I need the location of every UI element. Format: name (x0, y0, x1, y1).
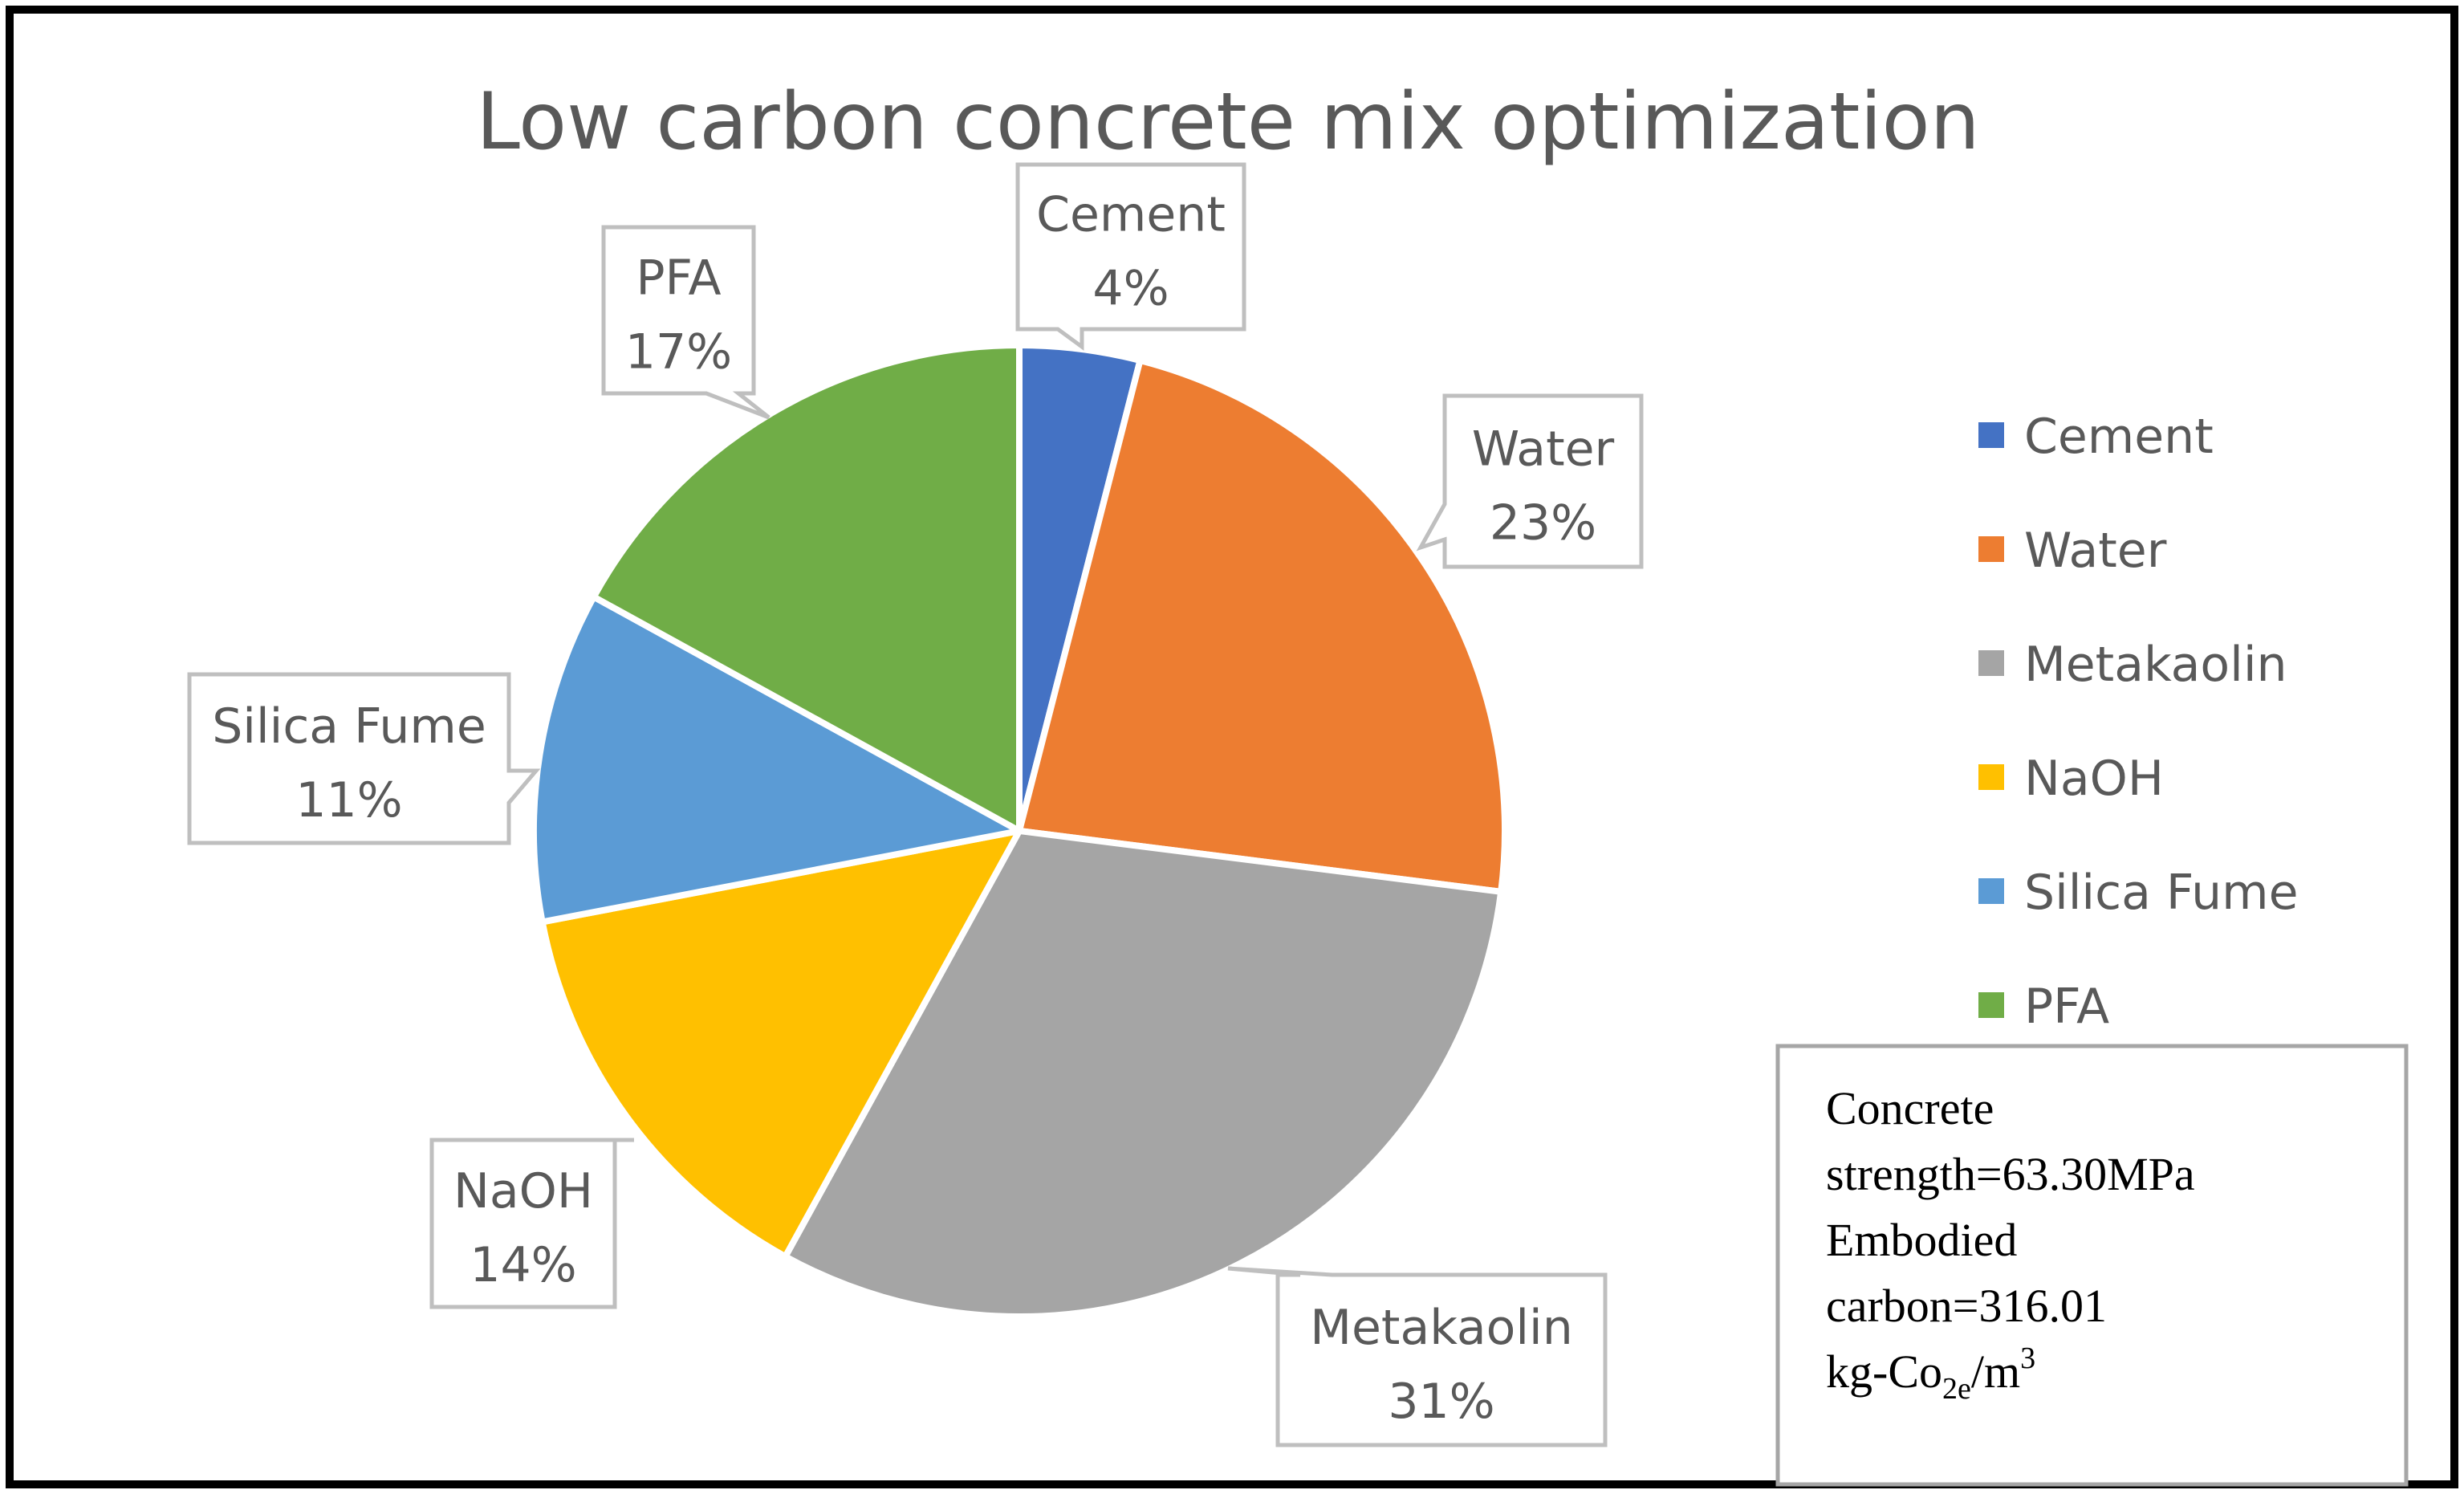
callout-silica-fume: Silica Fume 11% (187, 672, 541, 845)
pie-slice-silica-fume (530, 593, 1023, 926)
callout-water: Water 23% (1416, 393, 1644, 569)
callout-border-metakaolin (1227, 1266, 1608, 1447)
data-label-value-cement: 4% (1092, 261, 1169, 317)
pie-slice-naoh (539, 828, 1023, 1260)
data-label-name-silica-fume: Silica Fume (212, 698, 486, 755)
legend-label-cement: Cement (2024, 409, 2214, 465)
annotation-unit-prefix: kg-Co (1826, 1345, 1942, 1398)
annotation-unit-subscript: 2e (1942, 1372, 1971, 1406)
callout-metakaolin: Metakaolin 31% (1227, 1266, 1608, 1447)
callout-border-pfa (601, 225, 771, 420)
data-label-name-naoh: NaOH (453, 1163, 593, 1219)
annotation-line-1: Concrete (1826, 1082, 1994, 1134)
callout-naoh: NaOH 14% (429, 1138, 634, 1309)
annotation-line-2: strength=63.30MPa (1826, 1148, 2195, 1200)
data-label-value-silica-fume: 11% (295, 772, 402, 828)
callout-cement: Cement 4% (1015, 162, 1246, 351)
annotation-unit-superscript: 3 (2020, 1341, 2035, 1375)
callout-pfa: PFA 17% (601, 225, 771, 420)
data-label-name-pfa: PFA (636, 250, 721, 307)
annotation-line-5: kg-Co2e/m3 (1826, 1341, 2035, 1406)
chart-title: Low carbon concrete mix optimization (476, 76, 1979, 168)
pie-slice-water (1016, 357, 1508, 895)
data-label-name-metakaolin: Metakaolin (1310, 1300, 1573, 1356)
legend-label-naoh: NaOH (2024, 751, 2164, 807)
callout-border-cement (1015, 162, 1246, 351)
annotation-line-4: carbon=316.01 (1826, 1280, 2107, 1332)
legend-swatch-naoh (1978, 764, 2004, 790)
pie-slice-metakaolin (782, 828, 1505, 1321)
data-label-value-pfa: 17% (625, 324, 732, 381)
data-label-callouts: Cement 4% Water 23% Metakaolin 31% NaOH 14% Sili… (187, 162, 1644, 1447)
data-label-name-cement: Cement (1036, 187, 1226, 243)
legend-swatch-pfa (1978, 992, 2004, 1018)
callout-border-silica-fume (187, 672, 541, 845)
callout-border-naoh (429, 1138, 634, 1309)
legend-label-metakaolin: Metakaolin (2024, 637, 2287, 693)
legend: Cement Water Metakaolin NaOH Silica Fume PFA (1978, 409, 2299, 1035)
legend-label-water: Water (2024, 523, 2167, 579)
legend-swatch-metakaolin (1978, 650, 2004, 676)
legend-swatch-water (1978, 536, 2004, 562)
data-label-value-metakaolin: 31% (1388, 1374, 1494, 1430)
annotation-line-3: Embodied (1826, 1214, 2017, 1266)
callout-border-water (1416, 393, 1644, 569)
data-label-name-water: Water (1472, 421, 1615, 478)
pie-slice-pfa (590, 342, 1023, 834)
annotation-unit-mid: /m (1971, 1345, 2020, 1398)
annotation-box: Concrete strength=63.30MPa Embodied carb… (1775, 1044, 2409, 1487)
pie-slices (530, 342, 1508, 1321)
data-label-value-naoh: 14% (470, 1237, 576, 1293)
data-label-value-water: 23% (1490, 495, 1596, 552)
legend-label-silica-fume: Silica Fume (2024, 865, 2299, 921)
legend-label-pfa: PFA (2024, 979, 2109, 1035)
legend-swatch-silica-fume (1978, 878, 2004, 904)
annotation-box-border (1775, 1044, 2409, 1487)
legend-swatch-cement (1978, 422, 2004, 448)
